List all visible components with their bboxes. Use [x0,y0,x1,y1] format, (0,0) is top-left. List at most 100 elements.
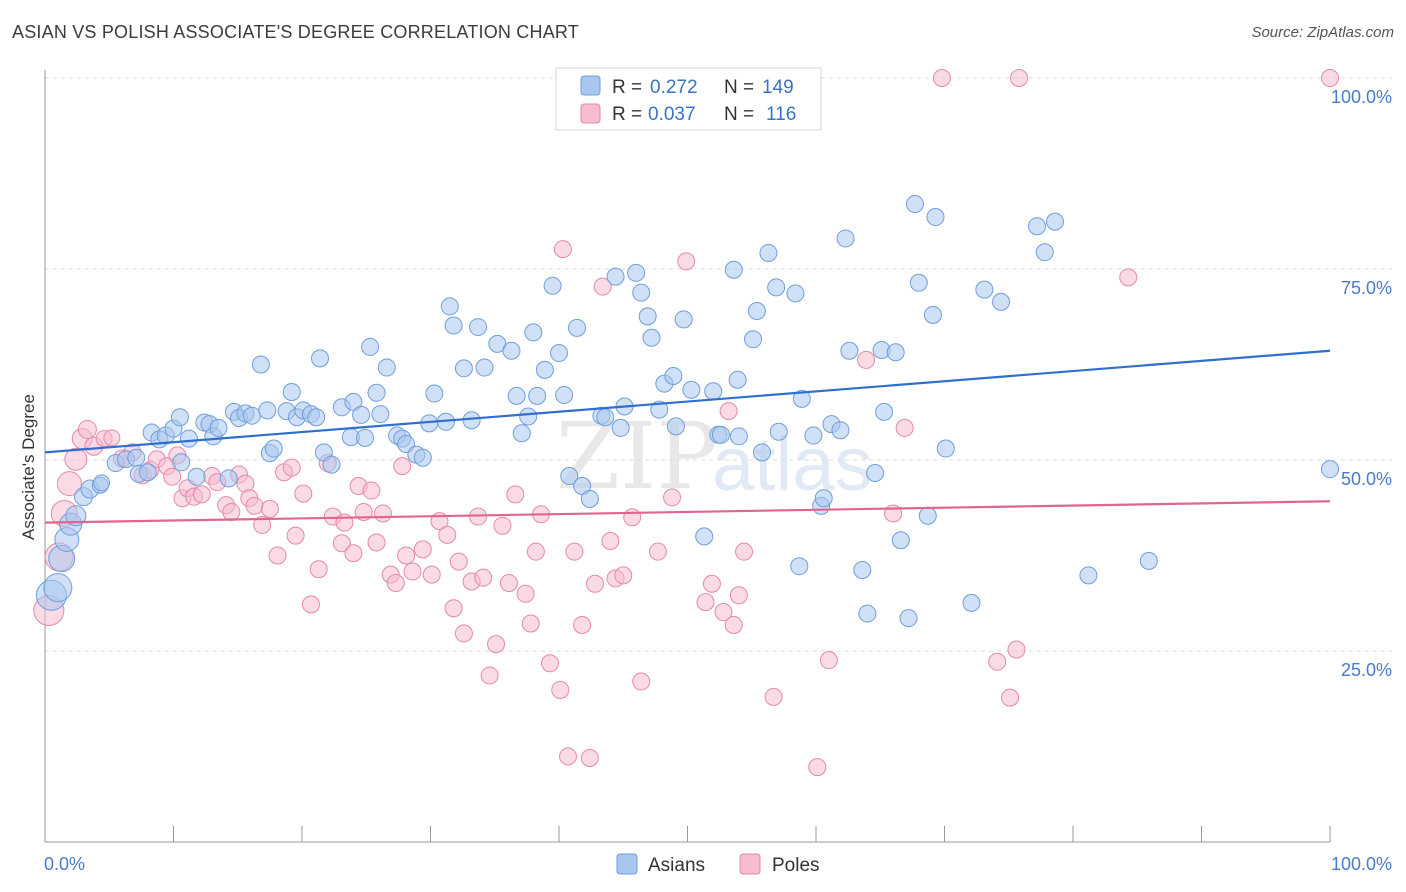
asians-point [729,427,748,446]
poles-point [493,516,512,535]
asians-point [632,283,651,302]
asians-point [1321,460,1339,479]
trend-lines [44,349,1331,524]
poles-swatch [739,853,761,875]
y-tick-label-0: 25.0% [1341,660,1392,680]
poles-point [632,672,651,691]
asians-point [866,463,885,482]
asians-swatch [616,853,638,875]
poles-point [386,574,405,593]
asians-point [962,593,981,612]
poles-r-value: 0.037 [648,104,696,125]
y-tick-label-1: 50.0% [1341,469,1392,489]
asians-point [264,439,283,458]
asians-point [219,469,238,488]
asians-point [836,229,855,248]
poles-point [294,484,313,503]
asians-point [650,400,669,419]
poles-point [480,666,499,685]
poles-point [573,616,592,635]
poles-point [1007,640,1026,659]
asians-point [462,411,481,430]
poles-point [332,534,351,553]
asians-point [502,341,521,360]
asians-point [918,506,937,525]
asians-point [127,448,146,467]
poles-point [286,526,305,545]
poles-point [719,402,738,421]
asians-point [138,463,157,482]
asians-point [744,330,763,349]
asians-point [704,382,723,401]
asians-point [371,405,390,424]
asians-point [711,425,730,444]
asians-point [307,408,326,427]
asians-r-value: 0.272 [650,77,698,98]
poles-point [192,485,211,504]
poles-point [1001,688,1020,707]
poles-point [580,748,599,767]
asians-n-label: N = [724,77,754,98]
poles-point [422,565,441,584]
poles-r-label: R = [612,104,642,125]
asians-point [179,429,198,448]
poles-point [403,562,422,581]
poles-point [1010,69,1029,87]
poles-point [932,69,951,87]
asians-point [674,310,693,329]
asians-point [172,453,191,472]
poles-point [623,508,642,527]
poles-point [301,595,320,614]
asians-point [170,408,189,427]
asians-point [759,243,778,262]
asians-point [519,407,538,426]
asians-point [282,383,301,402]
asians-point [840,341,859,360]
poles-point [521,614,540,633]
poles-point [56,471,82,497]
asians-legend-label: Asians [648,855,705,876]
asians-point [475,358,494,377]
asians-point [666,417,685,436]
asians-point [767,278,786,297]
asians-point [258,401,277,420]
asians-point [543,276,562,295]
asians-point [310,349,329,368]
poles-point [487,635,506,654]
poles-point [565,542,584,561]
poles-point [819,651,838,670]
asians-point [926,208,945,227]
poles-point [454,624,473,643]
poles-legend-swatch [580,103,601,124]
asians-point [611,418,630,437]
poles-point [516,584,535,603]
asians-point [352,405,371,424]
asians-point [535,360,554,379]
poles-point [77,419,97,439]
y-tick-label-3: 100.0% [1331,87,1392,107]
poles-n-value: 116 [766,104,796,125]
asians-point [507,386,526,405]
asians-point [792,389,811,408]
asians-point [596,408,615,427]
poles-point [677,252,696,271]
asians-point [580,489,599,508]
asians-point [786,284,805,303]
asians-point [1028,217,1047,236]
asians-point [891,531,910,550]
poles-point [764,687,783,706]
asians-point [377,358,396,377]
poles-point [499,574,518,593]
asians-point [440,297,459,316]
poles-point [526,542,545,561]
asians-point [560,467,579,486]
asians-point [425,384,444,403]
poles-point [506,485,525,504]
poles-point [444,599,463,618]
poles-point [585,574,604,593]
asians-point [454,359,473,378]
poles-point [282,458,301,477]
poles-point [1119,268,1138,287]
poles-point [413,540,432,559]
